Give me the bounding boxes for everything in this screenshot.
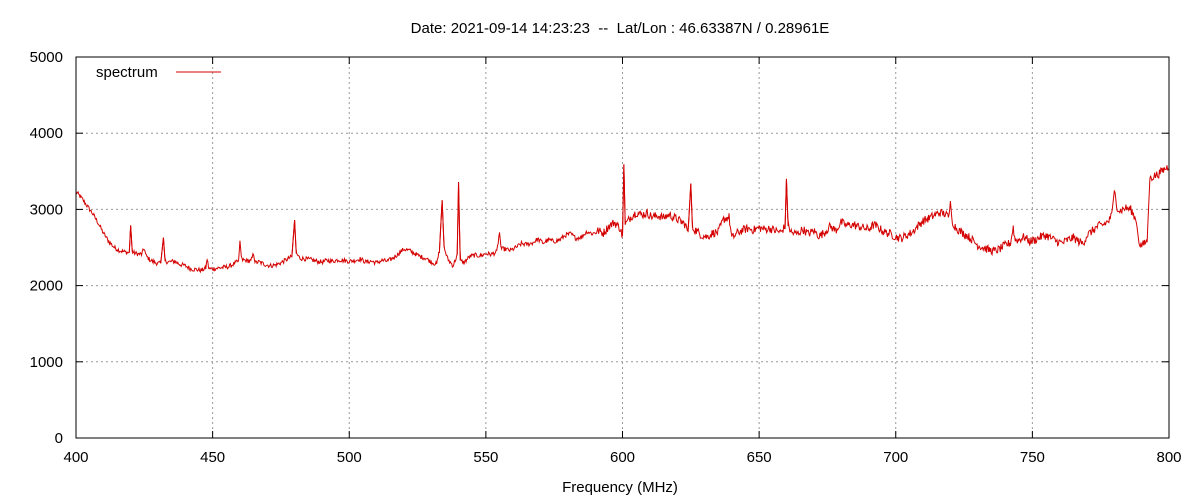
spectrum-peak <box>438 200 445 251</box>
spectrum-peak <box>622 164 626 237</box>
y-tick-label: 5000 <box>30 49 63 66</box>
y-tick-label: 1000 <box>30 354 63 371</box>
y-tick-label: 4000 <box>30 125 63 142</box>
plot-frame <box>75 56 1170 439</box>
spectrum-peak <box>456 181 461 261</box>
y-tick-label: 2000 <box>30 278 63 295</box>
spectrum-peak <box>160 237 166 264</box>
x-axis-label: Frequency (MHz) <box>562 479 678 496</box>
y-tick-label: 3000 <box>30 201 63 218</box>
x-tick-label: 400 <box>63 449 88 466</box>
spectrum-peak <box>784 178 789 227</box>
x-tick-label: 750 <box>1020 449 1045 466</box>
spectrum-peak <box>291 220 297 257</box>
x-tick-label: 700 <box>883 449 908 466</box>
x-tick-label: 550 <box>473 449 498 466</box>
x-tick-label: 650 <box>747 449 772 466</box>
tick-labels: 400 450 500 550 600 650 700 750 800 0 1000 2000 3000… <box>30 49 1182 466</box>
x-tick-label: 800 <box>1156 449 1181 466</box>
spectrum-peak <box>128 225 133 253</box>
spectrum-peak <box>687 183 693 233</box>
x-tick-label: 450 <box>200 449 225 466</box>
legend-label: spectrum <box>96 64 158 81</box>
x-tick-label: 500 <box>337 449 362 466</box>
legend: spectrum <box>96 64 221 81</box>
x-tick-label: 600 <box>610 449 635 466</box>
grid-lines <box>76 57 1169 438</box>
spectrum-peaks <box>128 164 789 264</box>
chart-title: Date: 2021-09-14 14:23:23 -- Lat/Lon : 4… <box>411 20 830 37</box>
y-tick-label: 0 <box>55 430 63 447</box>
